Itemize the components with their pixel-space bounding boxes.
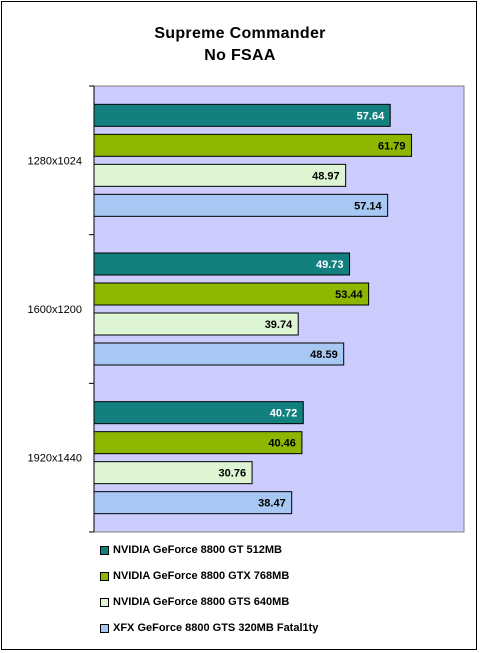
chart-title: Supreme Commander [154, 25, 326, 42]
chart-subtitle: No FSAA [204, 47, 276, 64]
data-label: 40.46 [268, 438, 296, 450]
legend-swatch [100, 545, 109, 555]
bar [93, 252, 351, 276]
category-label: 1920x1440 [28, 453, 82, 465]
bar [93, 401, 304, 425]
bar [93, 163, 347, 187]
legend-swatch [100, 571, 109, 581]
category-label: 1280x1024 [28, 155, 82, 167]
legend-item: XFX GeForce 8800 GTS 320MB Fatal1ty [100, 619, 318, 637]
data-label: 48.97 [312, 170, 340, 182]
plot-area [93, 85, 465, 533]
data-label: 40.72 [270, 408, 298, 420]
data-label: 53.44 [335, 289, 363, 301]
data-label: 57.64 [357, 110, 385, 122]
data-label: 57.14 [354, 200, 382, 212]
bar [93, 461, 253, 485]
legend-swatch [100, 597, 109, 607]
category-label: 1600x1200 [28, 304, 82, 316]
bar [93, 312, 299, 336]
data-label: 48.59 [310, 349, 338, 361]
legend-swatch [100, 623, 109, 633]
data-label: 61.79 [378, 140, 406, 152]
legend-label: XFX GeForce 8800 GTS 320MB Fatal1ty [113, 622, 319, 634]
legend-item: NVIDIA GeForce 8800 GT 512MB [100, 541, 282, 559]
legend-label: NVIDIA GeForce 8800 GTS 640MB [113, 596, 290, 608]
data-label: 49.73 [316, 259, 344, 271]
bar [93, 282, 370, 306]
bar [93, 193, 389, 217]
legend-item: NVIDIA GeForce 8800 GTS 640MB [100, 593, 289, 611]
data-label: 39.74 [265, 319, 293, 331]
bar [93, 133, 413, 157]
bar [93, 491, 293, 515]
legend-item: NVIDIA GeForce 8800 GTX 768MB [100, 567, 289, 585]
legend-label: NVIDIA GeForce 8800 GT 512MB [113, 544, 282, 556]
bar [93, 103, 391, 127]
bar [93, 342, 345, 366]
legend-label: NVIDIA GeForce 8800 GTX 768MB [113, 570, 290, 582]
data-label: 30.76 [219, 468, 247, 480]
data-label: 38.47 [258, 498, 286, 510]
bar [93, 431, 303, 455]
